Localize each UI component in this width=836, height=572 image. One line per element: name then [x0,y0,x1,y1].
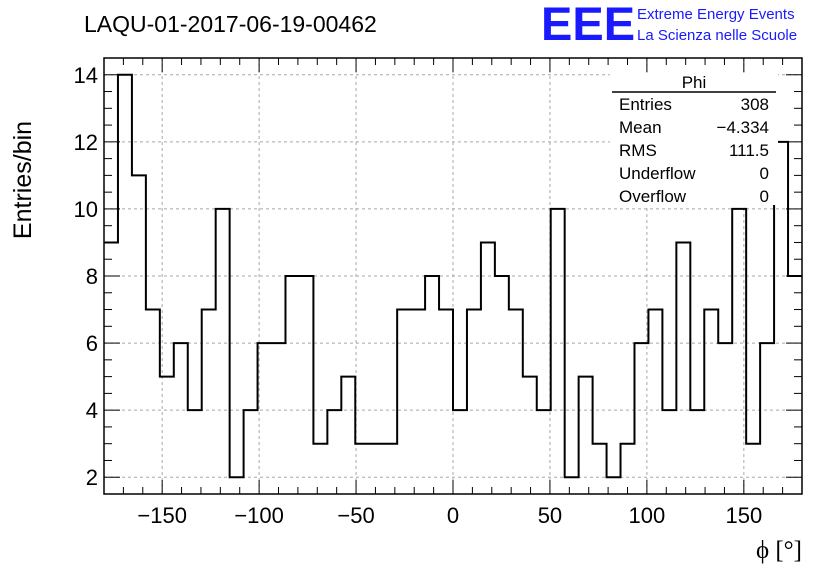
stats-row-label: RMS [619,141,657,160]
stats-row-value: 0 [760,164,769,183]
x-tick-label: 150 [725,503,762,528]
x-tick-label: 50 [538,503,562,528]
eee-logo-line2: La Scienza nelle Scuole [637,27,797,44]
x-tick-label: 0 [447,503,459,528]
eee-logo: EEE Extreme Energy Events La Scienza nel… [541,0,797,50]
stats-box-title: Phi [682,73,707,92]
stats-row-label: Overflow [619,187,687,206]
axes: −150 −100 −50 0 50 100 150 2 4 6 8 10 12 14 [74,57,803,528]
x-tick-label: 100 [629,503,666,528]
stats-row-value: 0 [760,187,769,206]
eee-logo-mark: EEE [541,0,635,50]
y-tick-label: 4 [86,398,98,423]
stats-row-label: Entries [619,95,672,114]
x-tick-label: −150 [137,503,187,528]
chart-title: LAQU-01-2017-06-19-00462 [84,11,377,37]
y-axis-label: Entries/bin [9,121,37,239]
histogram-line [104,73,802,479]
y-tick-label: 12 [74,130,98,155]
eee-logo-line1: Extreme Energy Events [637,6,795,23]
x-axis-label: ϕ [°] [756,537,802,564]
y-tick-label: 10 [74,197,98,222]
y-tick-label: 6 [86,331,98,356]
x-tick-label: −50 [337,503,374,528]
stats-row-value: 111.5 [729,141,769,160]
y-tick-label: 2 [86,465,98,490]
x-tick-label: −100 [234,503,284,528]
y-tick-label: 14 [74,63,98,88]
stats-box: Phi Entries 308 Mean −4.334 RMS 111.5 Underflo… [610,73,778,206]
stats-box-background [610,73,778,205]
stats-row-label: Mean [619,118,662,137]
stats-row-value: −4.334 [717,118,769,137]
y-tick-label: 8 [86,264,98,289]
stats-row-label: Underflow [619,164,696,183]
stats-row-value: 308 [741,95,769,114]
